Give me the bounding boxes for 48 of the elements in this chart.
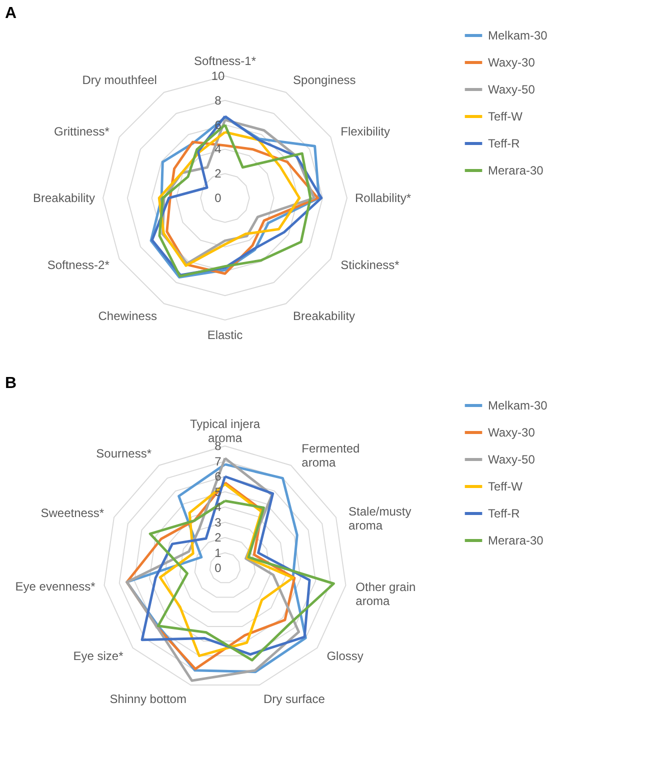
legend-label: Teff-R — [488, 506, 520, 520]
y-tick-label: 7 — [214, 454, 222, 468]
spoke-label: Eye size* — [73, 649, 124, 664]
legend-label: Teff-R — [488, 136, 520, 150]
legend-label: Melkam-30 — [488, 28, 548, 42]
y-tick-label: 6 — [214, 470, 222, 484]
chart-title: A — [5, 5, 17, 22]
legend-label: Waxy-30 — [488, 56, 536, 70]
spoke-label: Sourness* — [96, 446, 152, 461]
y-tick-label: 0 — [214, 561, 222, 575]
y-tick-label: 8 — [214, 93, 222, 108]
legend-label: Melkam-30 — [488, 398, 548, 412]
spoke-label: Flexibility — [340, 124, 390, 138]
y-tick-label: 3 — [214, 515, 222, 530]
spoke-label: Glossy — [326, 649, 364, 664]
spoke-label: Stickiness* — [340, 258, 400, 272]
spoke-label: Dry surface — [264, 692, 326, 706]
y-tick-label: 0 — [214, 191, 222, 205]
spoke-label: Fermented aroma — [302, 442, 360, 470]
legend-label: Merara-30 — [488, 534, 544, 548]
spoke-label: Eye evenness* — [15, 580, 96, 594]
spoke-label: Grittiness* — [54, 124, 110, 138]
legend-label: Waxy-50 — [488, 452, 536, 466]
y-tick-label: 10 — [211, 69, 225, 83]
spoke-label: Breakability — [32, 191, 95, 205]
spoke-label: Shinny bottom — [110, 692, 186, 706]
spoke-label: Softness-1* — [194, 54, 256, 68]
spoke-label: Sweetness* — [40, 506, 104, 520]
spoke-label: Sponginess — [293, 73, 356, 88]
legend-label: Teff-W — [488, 480, 524, 494]
chart-title: B — [5, 375, 17, 392]
legend-label: Merara-30 — [488, 164, 544, 178]
legend-label: Teff-W — [488, 110, 524, 124]
y-tick-label: 4 — [214, 500, 222, 514]
spoke-label: Elastic — [207, 328, 243, 342]
spoke-label: Chewiness — [98, 308, 157, 323]
spoke-label: Other grain aroma — [356, 580, 416, 608]
y-tick-label: 4 — [214, 142, 222, 156]
spoke-label: Dry mouthfeel — [82, 73, 157, 88]
legend-label: Waxy-50 — [488, 82, 536, 96]
spoke-label: Breakability — [293, 308, 356, 323]
spoke-label: Stale/musty aroma — [348, 504, 412, 533]
y-tick-label: 2 — [214, 530, 222, 544]
legend-label: Waxy-30 — [488, 426, 536, 440]
spoke-label: Rollability* — [355, 191, 412, 205]
y-tick-label: 2 — [214, 166, 222, 181]
y-tick-label: 1 — [214, 546, 222, 560]
spoke-label: Softness-2* — [47, 258, 110, 272]
